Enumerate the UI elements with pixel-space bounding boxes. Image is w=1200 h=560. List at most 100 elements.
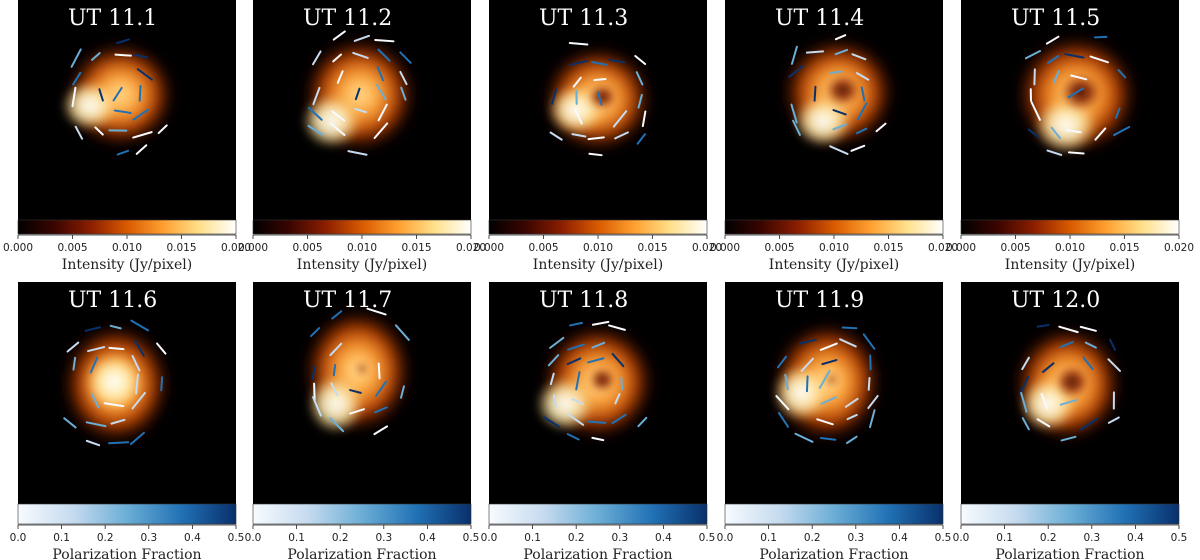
colorbar-label: Intensity (Jy/pixel)	[769, 257, 899, 273]
intensity-hotspot	[85, 353, 143, 411]
polarization-tick	[784, 373, 789, 391]
polarization-tick	[614, 392, 621, 405]
panel-4: UT 11.4 0.000 0.005 0.010 0.015 0.020 Intensit…	[710, 0, 958, 273]
polarization-tick	[587, 420, 607, 424]
polarization-tick	[611, 352, 625, 368]
polarization-tick	[820, 396, 837, 405]
colorbar-tick-label: 0.0	[481, 532, 498, 544]
polarization-tick	[1084, 341, 1097, 349]
polarization-tick	[394, 324, 410, 341]
colorbar-tick-label: 0.5	[699, 532, 716, 544]
polarization-tick	[846, 435, 858, 445]
polarization-tick	[109, 324, 122, 330]
polarization-tick	[547, 354, 560, 367]
polarization-tick	[90, 392, 100, 409]
polarization-tick	[552, 394, 558, 408]
polarization-tick	[89, 356, 99, 374]
polarization-tick	[568, 41, 589, 46]
polarization-tick	[332, 30, 346, 41]
polarization-ticks	[63, 319, 167, 447]
colorbar-tick-label: 0.2	[568, 532, 585, 544]
polarization-tick	[543, 416, 561, 428]
polarization-tick	[566, 413, 585, 426]
polarization-tick	[805, 50, 825, 54]
polarization-tick	[332, 364, 337, 377]
polarization-tick	[131, 355, 141, 372]
colorbar-tick-label: 0.3	[140, 532, 157, 544]
colorbar-tick-label: 0.3	[1083, 532, 1100, 544]
polarization-tick	[400, 86, 407, 101]
polarization-tick	[331, 110, 346, 122]
polarization-tick	[1027, 128, 1039, 138]
colorbar-tick-label: 0.0	[953, 532, 970, 544]
colorbar-tick-label: 0.1	[288, 532, 305, 544]
polarization-tick	[575, 371, 581, 391]
colorbar-tick-label: 0.005	[764, 242, 794, 254]
polarization-tick	[813, 85, 817, 102]
polarization-ticks	[1024, 35, 1131, 156]
polarization-tick	[90, 52, 101, 61]
polarization-tick	[566, 433, 580, 441]
colorbar-tick-label: 0.2	[97, 532, 114, 544]
polarization-ticks	[788, 34, 887, 155]
colorbar-tick-label: 0.0	[10, 532, 27, 544]
polarization-ticks	[70, 38, 168, 156]
colorbar-tick-label: 0.4	[655, 532, 672, 544]
polarization-tick	[1030, 101, 1041, 121]
colorbar	[724, 219, 944, 235]
polarization-tick	[331, 310, 343, 320]
colorbar	[252, 503, 472, 525]
colorbar-tick-label: 0.0	[245, 532, 262, 544]
polarization-tick	[134, 340, 145, 357]
polarization-tick	[1021, 417, 1030, 431]
ring-center-depression	[1054, 365, 1090, 399]
polarization-tick	[818, 369, 831, 389]
colorbar-tick-label: 0.0	[717, 532, 734, 544]
polarization-tick	[587, 136, 605, 141]
polarization-tick	[566, 357, 582, 366]
polarization-tick	[332, 53, 343, 63]
polarization-tick	[1020, 391, 1028, 413]
polarization-tick	[353, 34, 371, 42]
polarization-tick	[98, 88, 104, 102]
colorbar-label: Polarization Fraction	[995, 547, 1144, 560]
polarization-tick	[113, 109, 132, 114]
polarization-tick	[636, 133, 646, 145]
polarization-tick	[597, 91, 603, 106]
panel-title: UT 11.7	[303, 288, 392, 313]
colorbar-tick-label: 0.5	[1171, 532, 1188, 544]
colorbar-tick-label: 0.020	[928, 242, 958, 254]
polarization-tick	[377, 103, 388, 122]
polarization-tick	[1064, 53, 1085, 59]
colorbar-tick-label: 0.010	[583, 242, 613, 254]
polarization-tick	[821, 359, 838, 366]
polarization-tick	[1021, 356, 1030, 371]
colorbar-tick-label: 0.3	[611, 532, 628, 544]
polarization-tick	[71, 86, 77, 108]
colorbar-tick-label: 0.3	[375, 532, 392, 544]
polarization-tick	[572, 76, 582, 88]
polarization-tick	[1040, 392, 1049, 409]
polarization-tick	[136, 68, 153, 81]
polarization-tick	[790, 45, 798, 65]
polarization-tick	[792, 119, 801, 136]
polarization-tick	[72, 356, 77, 371]
polarization-tick	[569, 59, 589, 66]
polarization-tick	[329, 122, 346, 136]
polarization-tick	[130, 319, 150, 332]
polarization-tick	[834, 48, 849, 56]
colorbar-tick-label: 0.4	[891, 532, 908, 544]
colorbar-tick-label: 0.000	[710, 242, 740, 254]
panel-title: UT 11.3	[539, 6, 628, 31]
polarization-tick	[1065, 129, 1082, 134]
polarization-tick	[85, 421, 107, 428]
colorbar-label: Intensity (Jy/pixel)	[533, 257, 663, 273]
polarization-tick	[1082, 356, 1094, 371]
polarization-tick	[851, 53, 867, 61]
polarization-tick	[635, 71, 644, 86]
colorbar-tick-label: 0.1	[53, 532, 70, 544]
polarization-tick	[132, 108, 149, 121]
polarization-tick	[569, 321, 584, 327]
polarization-tick	[375, 83, 387, 101]
